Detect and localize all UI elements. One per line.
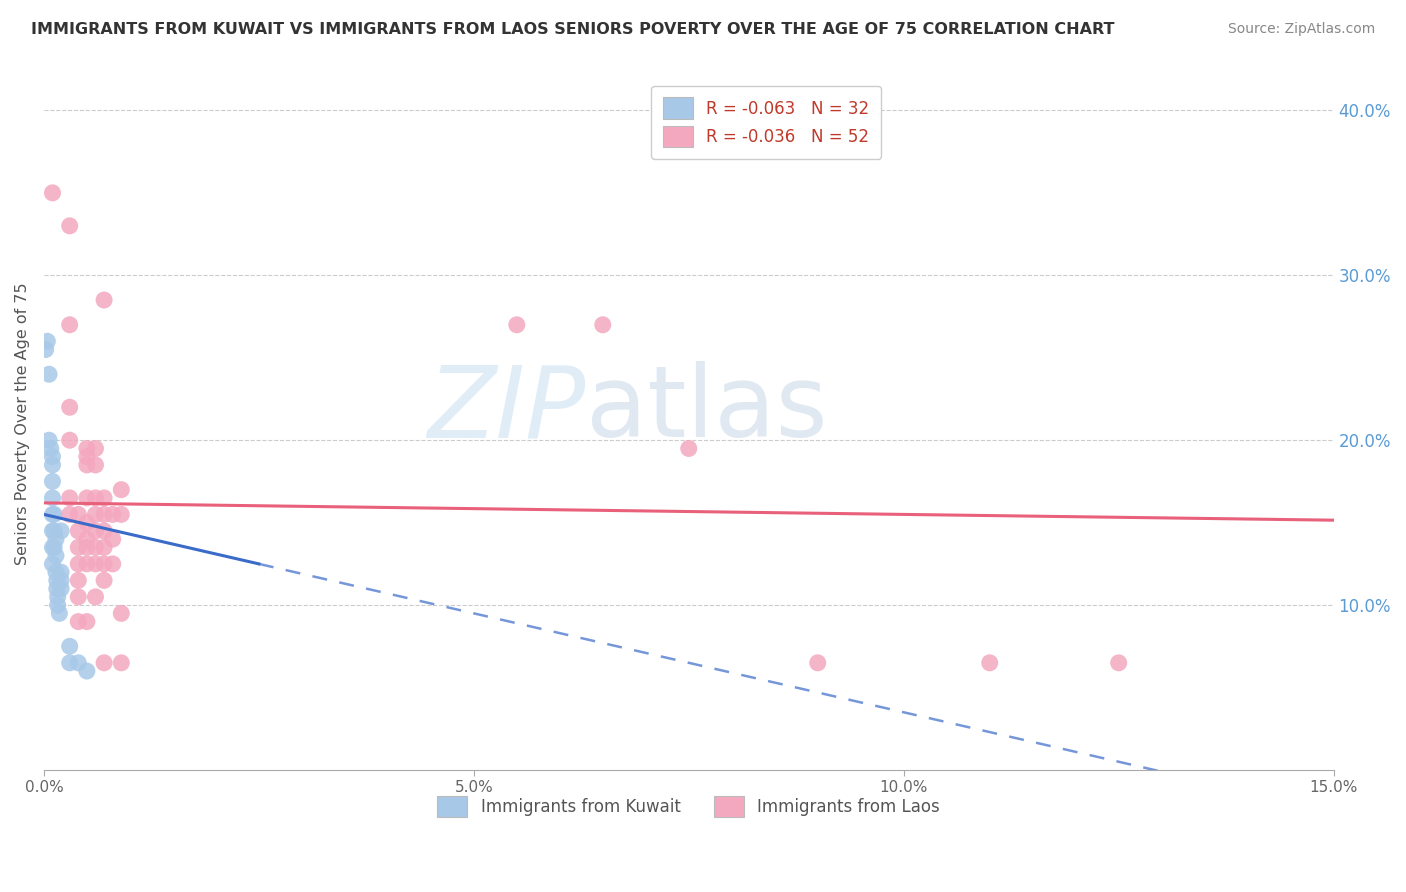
- Point: [110, 656, 132, 670]
- Point: [807, 656, 830, 670]
- Point: [34, 343, 56, 357]
- Point: [76, 458, 98, 472]
- Point: [93, 656, 115, 670]
- Point: [37, 334, 59, 349]
- Point: [101, 508, 124, 522]
- Text: ZIP: ZIP: [427, 361, 585, 458]
- Point: [44, 508, 66, 522]
- Point: [76, 442, 98, 456]
- Point: [46, 590, 69, 604]
- Point: [38, 368, 60, 382]
- Point: [41, 491, 63, 505]
- Point: [49, 524, 72, 538]
- Point: [93, 574, 115, 588]
- Point: [76, 450, 98, 464]
- Point: [46, 598, 69, 612]
- Point: [67, 541, 90, 555]
- Point: [67, 574, 90, 588]
- Point: [49, 574, 72, 588]
- Point: [41, 458, 63, 472]
- Point: [979, 656, 1001, 670]
- Point: [76, 532, 98, 546]
- Point: [45, 549, 67, 563]
- Point: [59, 640, 82, 654]
- Point: [67, 590, 90, 604]
- Point: [101, 532, 124, 546]
- Point: [93, 541, 115, 555]
- Legend: Immigrants from Kuwait, Immigrants from Laos: Immigrants from Kuwait, Immigrants from …: [430, 789, 946, 824]
- Point: [44, 541, 66, 555]
- Point: [93, 524, 115, 538]
- Point: [93, 557, 115, 571]
- Point: [59, 508, 82, 522]
- Point: [41, 508, 63, 522]
- Point: [110, 483, 132, 497]
- Point: [110, 508, 132, 522]
- Point: [84, 442, 107, 456]
- Point: [45, 574, 67, 588]
- Text: IMMIGRANTS FROM KUWAIT VS IMMIGRANTS FROM LAOS SENIORS POVERTY OVER THE AGE OF 7: IMMIGRANTS FROM KUWAIT VS IMMIGRANTS FRO…: [31, 22, 1115, 37]
- Point: [101, 557, 124, 571]
- Point: [45, 532, 67, 546]
- Point: [48, 607, 70, 621]
- Y-axis label: Seniors Poverty Over the Age of 75: Seniors Poverty Over the Age of 75: [15, 283, 30, 565]
- Text: atlas: atlas: [585, 361, 827, 458]
- Point: [84, 491, 107, 505]
- Point: [67, 656, 90, 670]
- Point: [76, 516, 98, 530]
- Point: [93, 508, 115, 522]
- Point: [41, 475, 63, 489]
- Point: [76, 491, 98, 505]
- Point: [44, 524, 66, 538]
- Point: [67, 615, 90, 629]
- Point: [39, 442, 62, 456]
- Point: [45, 582, 67, 596]
- Point: [41, 557, 63, 571]
- Point: [49, 582, 72, 596]
- Point: [84, 458, 107, 472]
- Point: [84, 524, 107, 538]
- Point: [84, 541, 107, 555]
- Point: [59, 318, 82, 332]
- Point: [678, 442, 700, 456]
- Point: [41, 541, 63, 555]
- Point: [67, 524, 90, 538]
- Point: [84, 557, 107, 571]
- Point: [84, 508, 107, 522]
- Point: [506, 318, 529, 332]
- Point: [67, 508, 90, 522]
- Point: [76, 557, 98, 571]
- Point: [59, 491, 82, 505]
- Point: [59, 401, 82, 415]
- Point: [49, 565, 72, 579]
- Point: [592, 318, 614, 332]
- Point: [93, 491, 115, 505]
- Point: [84, 590, 107, 604]
- Point: [41, 450, 63, 464]
- Point: [59, 656, 82, 670]
- Point: [1108, 656, 1130, 670]
- Point: [76, 664, 98, 678]
- Point: [76, 615, 98, 629]
- Point: [45, 565, 67, 579]
- Point: [93, 293, 115, 307]
- Point: [41, 524, 63, 538]
- Point: [67, 557, 90, 571]
- Point: [38, 434, 60, 448]
- Point: [110, 607, 132, 621]
- Text: Source: ZipAtlas.com: Source: ZipAtlas.com: [1227, 22, 1375, 37]
- Point: [41, 186, 63, 200]
- Point: [59, 219, 82, 233]
- Point: [76, 541, 98, 555]
- Point: [59, 434, 82, 448]
